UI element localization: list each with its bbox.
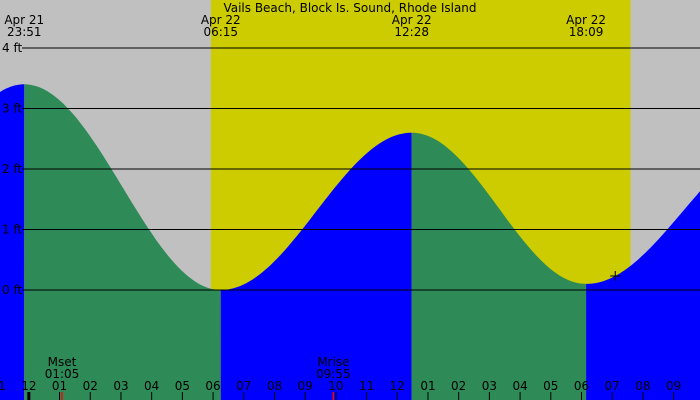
hour-tick-label: 06 <box>205 379 220 393</box>
y-tick-label: 1 ft <box>2 223 22 237</box>
falling-tide-area <box>24 84 221 400</box>
hour-tick-label: 05 <box>175 379 190 393</box>
moon-event-time: 01:05 <box>45 367 80 381</box>
extreme-time-label: 06:15 <box>203 25 238 39</box>
hour-tick-label: 03 <box>482 379 497 393</box>
hour-tick-label: 02 <box>451 379 466 393</box>
extreme-time-label: 18:09 <box>569 25 604 39</box>
y-tick-label: 0 ft <box>2 283 22 297</box>
hour-tick-label: 08 <box>635 379 650 393</box>
moon-event-label: Mset <box>48 355 77 369</box>
hour-tick-label: 03 <box>113 379 128 393</box>
hour-tick-label: 06 <box>574 379 589 393</box>
hour-tick-label: 02 <box>83 379 98 393</box>
hour-tick-label: 05 <box>543 379 558 393</box>
extreme-date-label: Apr 22 <box>566 13 606 27</box>
hour-tick-label: 11 <box>0 379 6 393</box>
hour-tick-label: 12 <box>21 379 36 393</box>
y-tick-label: 4 ft <box>2 41 22 55</box>
current-time-marker <box>610 270 621 281</box>
hour-tick-label: 12 <box>390 379 405 393</box>
hour-tick-label: 04 <box>512 379 527 393</box>
hour-tick-label: 07 <box>605 379 620 393</box>
extreme-date-label: Apr 22 <box>392 13 432 27</box>
extreme-date-label: Apr 21 <box>4 13 44 27</box>
hour-tick-label: 01 <box>52 379 67 393</box>
chart-title: Vails Beach, Block Is. Sound, Rhode Isla… <box>223 1 476 15</box>
hour-tick-label: 08 <box>267 379 282 393</box>
extreme-date-label: Apr 22 <box>201 13 241 27</box>
hour-tick-label: 10 <box>328 379 343 393</box>
extreme-time-label: 23:51 <box>7 25 42 39</box>
hour-tick-label: 11 <box>359 379 374 393</box>
y-tick-label: 3 ft <box>2 102 22 116</box>
y-tick-label: 2 ft <box>2 162 22 176</box>
moon-event-label: Mrise <box>317 355 349 369</box>
hour-tick-label: 01 <box>420 379 435 393</box>
rising-tide-area <box>586 191 700 400</box>
moon-event-time: 09:55 <box>316 367 351 381</box>
rising-tide-area <box>0 84 25 400</box>
hour-tick-label: 09 <box>298 379 313 393</box>
rising-tide-area <box>220 132 412 400</box>
hour-tick-label: 09 <box>666 379 681 393</box>
hour-tick-label: 07 <box>236 379 251 393</box>
falling-tide-area <box>411 132 587 400</box>
extreme-time-label: 12:28 <box>394 25 429 39</box>
hour-tick-label: 04 <box>144 379 159 393</box>
